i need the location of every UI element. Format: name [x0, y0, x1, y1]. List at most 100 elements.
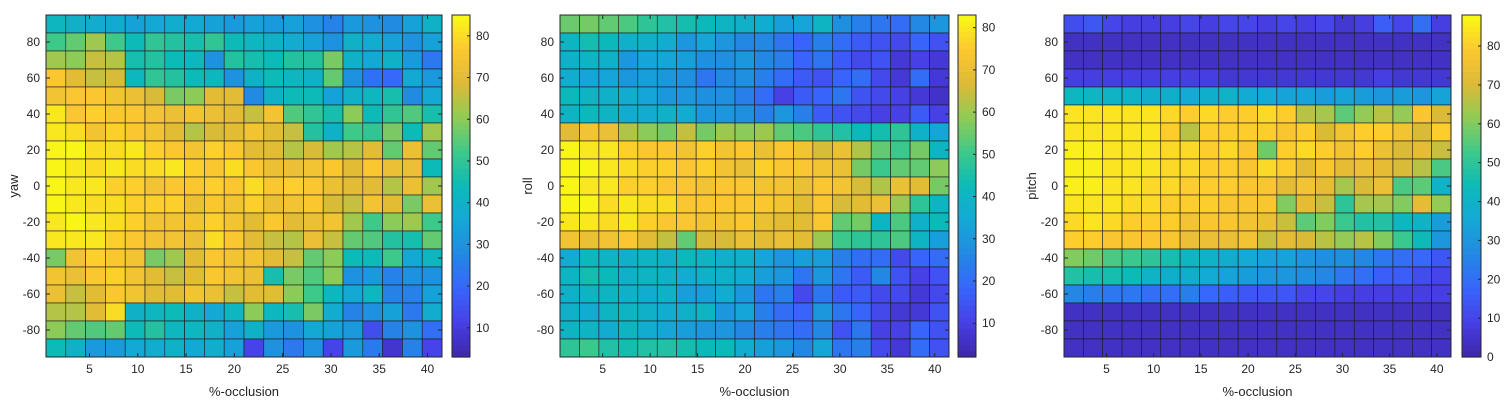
- heatmap-cell: [342, 266, 364, 286]
- heatmap-cell: [1276, 158, 1297, 178]
- heatmap-cell: [303, 302, 324, 322]
- colorbar: 80 70 60 50 40 30 20 10 0: [1461, 14, 1501, 364]
- heatmap-cell: [618, 284, 639, 304]
- heatmap-cell: [831, 104, 853, 124]
- colorbar-tick-label: 60: [1487, 117, 1501, 131]
- heatmap-cell: [851, 158, 872, 178]
- heatmap-cell: [870, 194, 891, 214]
- y-axis-label: yaw: [6, 174, 21, 198]
- colorbar-band: [958, 129, 976, 136]
- colorbar-band: [1462, 168, 1481, 176]
- heatmap-cell: [283, 140, 304, 160]
- heatmap-cell: [402, 32, 423, 52]
- heatmap-cell: [1102, 248, 1123, 268]
- heatmap-cell: [773, 338, 794, 358]
- heatmap-cell: [124, 338, 146, 358]
- heatmap-cell: [579, 68, 600, 88]
- heatmap-cell: [1121, 338, 1142, 358]
- colorbar-band: [452, 271, 470, 278]
- heatmap-cell: [105, 104, 126, 124]
- heatmap-cell: [1412, 140, 1432, 160]
- heatmap-cell: [1083, 266, 1103, 286]
- heatmap-cell: [184, 194, 205, 214]
- heatmap-cell: [812, 338, 833, 358]
- heatmap-cell: [1353, 248, 1374, 268]
- heatmap-cell: [45, 50, 67, 70]
- heatmap-cell: [1295, 104, 1316, 124]
- colorbar-band: [958, 77, 976, 84]
- heatmap-cell: [204, 86, 225, 106]
- x-tick-label: 40: [1430, 362, 1444, 376]
- heatmap-cell: [909, 158, 930, 178]
- heatmap-cell: [263, 104, 284, 124]
- heatmap-cell: [124, 212, 146, 232]
- colorbar-band: [1462, 129, 1481, 136]
- heatmap-cell: [382, 68, 403, 88]
- heatmap-cell: [676, 212, 697, 232]
- heatmap-cell: [204, 266, 225, 286]
- heatmap-cell: [1392, 32, 1413, 52]
- heatmap-cell: [1315, 68, 1336, 88]
- heatmap-cell: [1392, 68, 1413, 88]
- colorbar-band: [958, 351, 976, 358]
- heatmap-cell: [831, 32, 853, 52]
- heatmap-cell: [890, 212, 911, 232]
- colorbar-band: [1462, 214, 1481, 221]
- heatmap-cell: [184, 68, 205, 88]
- heatmap-cell: [243, 302, 265, 322]
- heatmap-cell: [303, 122, 324, 142]
- colorbar-band: [958, 214, 976, 221]
- colorbar-band: [958, 271, 976, 278]
- heatmap-cell: [1218, 302, 1239, 322]
- heatmap-cell: [1334, 140, 1355, 160]
- heatmap-cell: [695, 194, 716, 214]
- heatmap-cell: [1353, 32, 1374, 52]
- heatmap-cell: [656, 320, 678, 340]
- heatmap-cell: [402, 248, 423, 268]
- heatmap-cell: [618, 14, 639, 34]
- heatmap-cell: [793, 104, 814, 124]
- colorbar-band: [958, 37, 976, 45]
- heatmap-cell: [144, 86, 166, 106]
- heatmap-cell: [754, 158, 775, 178]
- heatmap-cell: [1199, 158, 1220, 178]
- heatmap-cell: [1160, 50, 1181, 70]
- heatmap-cell: [105, 140, 126, 160]
- heatmap-cell: [1431, 266, 1452, 286]
- heatmap-cell: [1276, 230, 1297, 250]
- heatmap-cell: [1063, 122, 1084, 142]
- heatmap-cell: [283, 212, 304, 232]
- heatmap-cell: [382, 140, 403, 160]
- colorbar-band: [452, 254, 470, 261]
- heatmap-cell: [402, 14, 423, 34]
- heatmap-cell: [618, 158, 639, 178]
- heatmap-cell: [1179, 320, 1200, 340]
- heatmap-cell: [579, 140, 600, 160]
- heatmap-cell: [1295, 284, 1316, 304]
- heatmap-cell: [1295, 86, 1316, 106]
- heatmap-cell: [1353, 230, 1374, 250]
- heatmap-cell: [909, 32, 930, 52]
- heatmap-cell: [1083, 86, 1103, 106]
- heatmap-cell: [1179, 176, 1200, 196]
- heatmap-cell: [929, 230, 950, 250]
- heatmap-cell: [559, 122, 580, 142]
- heatmap-cell: [1083, 140, 1103, 160]
- heatmap-cell: [1412, 212, 1432, 232]
- heatmap-cell: [851, 338, 872, 358]
- heatmap-cell: [656, 68, 678, 88]
- heatmap-cell: [105, 158, 126, 178]
- heatmap-cell: [1373, 50, 1394, 70]
- x-tick-label: 10: [1147, 362, 1161, 376]
- heatmap-cell: [1431, 302, 1452, 322]
- heatmap-cell: [164, 140, 185, 160]
- x-tick-label: 25: [1289, 362, 1303, 376]
- heatmap-cell: [618, 320, 639, 340]
- heatmap-cell: [812, 68, 833, 88]
- heatmap-cell: [831, 68, 853, 88]
- heatmap-cell: [303, 50, 324, 70]
- heatmap-cell: [85, 86, 106, 106]
- heatmap-cell: [695, 122, 716, 142]
- heatmap-cell: [263, 86, 284, 106]
- heatmap-cell: [105, 14, 126, 34]
